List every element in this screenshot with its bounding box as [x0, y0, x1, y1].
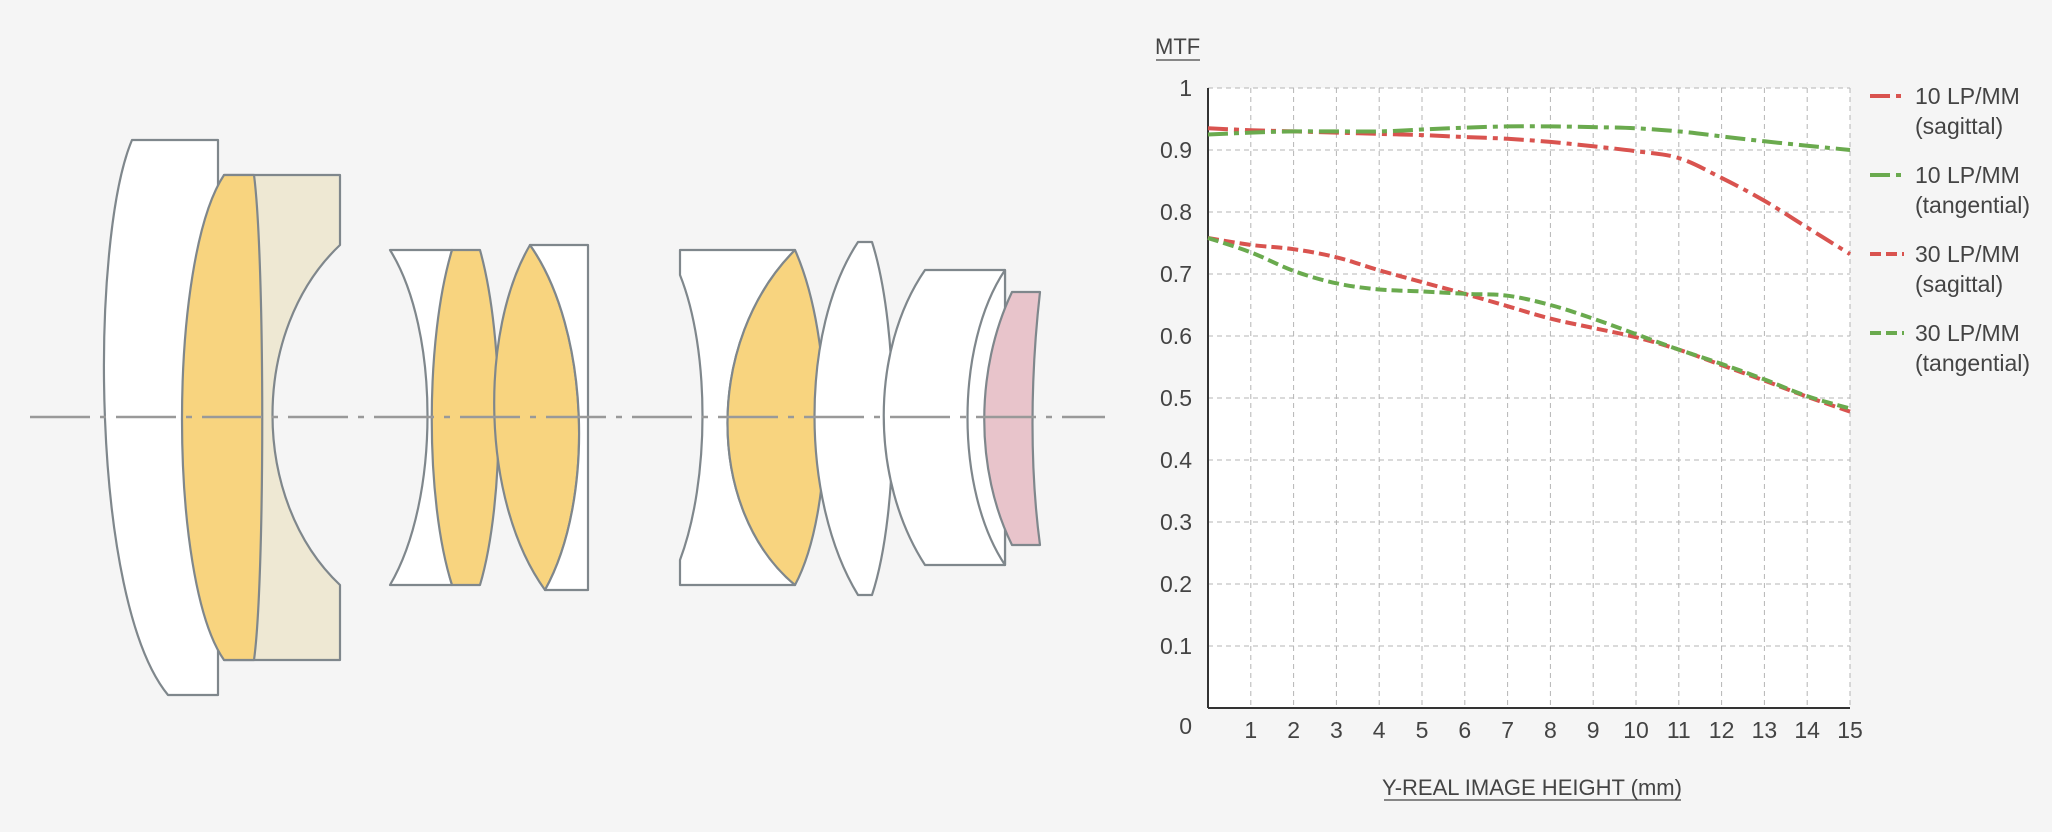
y-tick-label: 0.2	[1160, 571, 1192, 597]
series-line-3	[1207, 236, 1851, 414]
x-tick-label: 11	[1667, 717, 1691, 743]
y-tick-label: 1	[1179, 75, 1192, 101]
y-tick-label: 0.7	[1160, 261, 1192, 287]
x-axis-label: Y-REAL IMAGE HEIGHT (mm)	[1382, 775, 1682, 800]
x-tick-label: 4	[1373, 717, 1386, 743]
x-tick-label: 7	[1501, 717, 1514, 743]
legend-label: 30 LP/MM	[1915, 241, 2020, 267]
y-tick-label: 0.4	[1160, 447, 1192, 473]
legend-label: 10 LP/MM	[1915, 83, 2020, 109]
x-tick-label: 2	[1287, 717, 1300, 743]
y-tick-label: 0.1	[1160, 633, 1192, 659]
lens-element-7	[528, 243, 590, 592]
legend-sublabel: (tangential)	[1915, 192, 2030, 218]
x-tick-label: 3	[1330, 717, 1343, 743]
x-tick-label: 14	[1794, 717, 1820, 743]
y-tick-label: 0	[1179, 713, 1192, 739]
mtf-chart: MTF 1 2 3 4 5 6 7 8 9 10 11 12 13 14 1500.10.20.30.40.…	[1155, 34, 2030, 801]
x-tick-label: 1	[1244, 717, 1257, 743]
y-tick-label: 0.6	[1160, 323, 1192, 349]
series-line-4	[1207, 236, 1851, 411]
legend-sublabel: (sagittal)	[1915, 113, 2003, 139]
series-line-2	[1207, 124, 1851, 152]
legend-label: 30 LP/MM	[1915, 320, 2020, 346]
y-tick-label: 0.8	[1160, 199, 1192, 225]
x-tick-label: 5	[1416, 717, 1429, 743]
x-tick-label: 6	[1458, 717, 1471, 743]
y-tick-label: 0.5	[1160, 385, 1192, 411]
x-tick-label: 13	[1752, 717, 1778, 743]
x-tick-label: 8	[1544, 717, 1557, 743]
x-tick-label: 9	[1587, 717, 1600, 743]
x-tick-label: 12	[1709, 717, 1735, 743]
chart-title: MTF	[1155, 34, 1200, 59]
y-tick-label: 0.3	[1160, 509, 1192, 535]
y-tick-label: 0.9	[1160, 137, 1192, 163]
legend-sublabel: (tangential)	[1915, 350, 2030, 376]
x-tick-label: 15	[1837, 717, 1863, 743]
lens-element-10	[813, 240, 895, 597]
legend-label: 10 LP/MM	[1915, 162, 2020, 188]
plot-area	[1208, 88, 1850, 708]
x-tick-label: 10	[1623, 717, 1649, 743]
lens-diagram	[30, 138, 1105, 697]
lens-element-13	[983, 290, 1042, 547]
legend-sublabel: (sagittal)	[1915, 271, 2003, 297]
